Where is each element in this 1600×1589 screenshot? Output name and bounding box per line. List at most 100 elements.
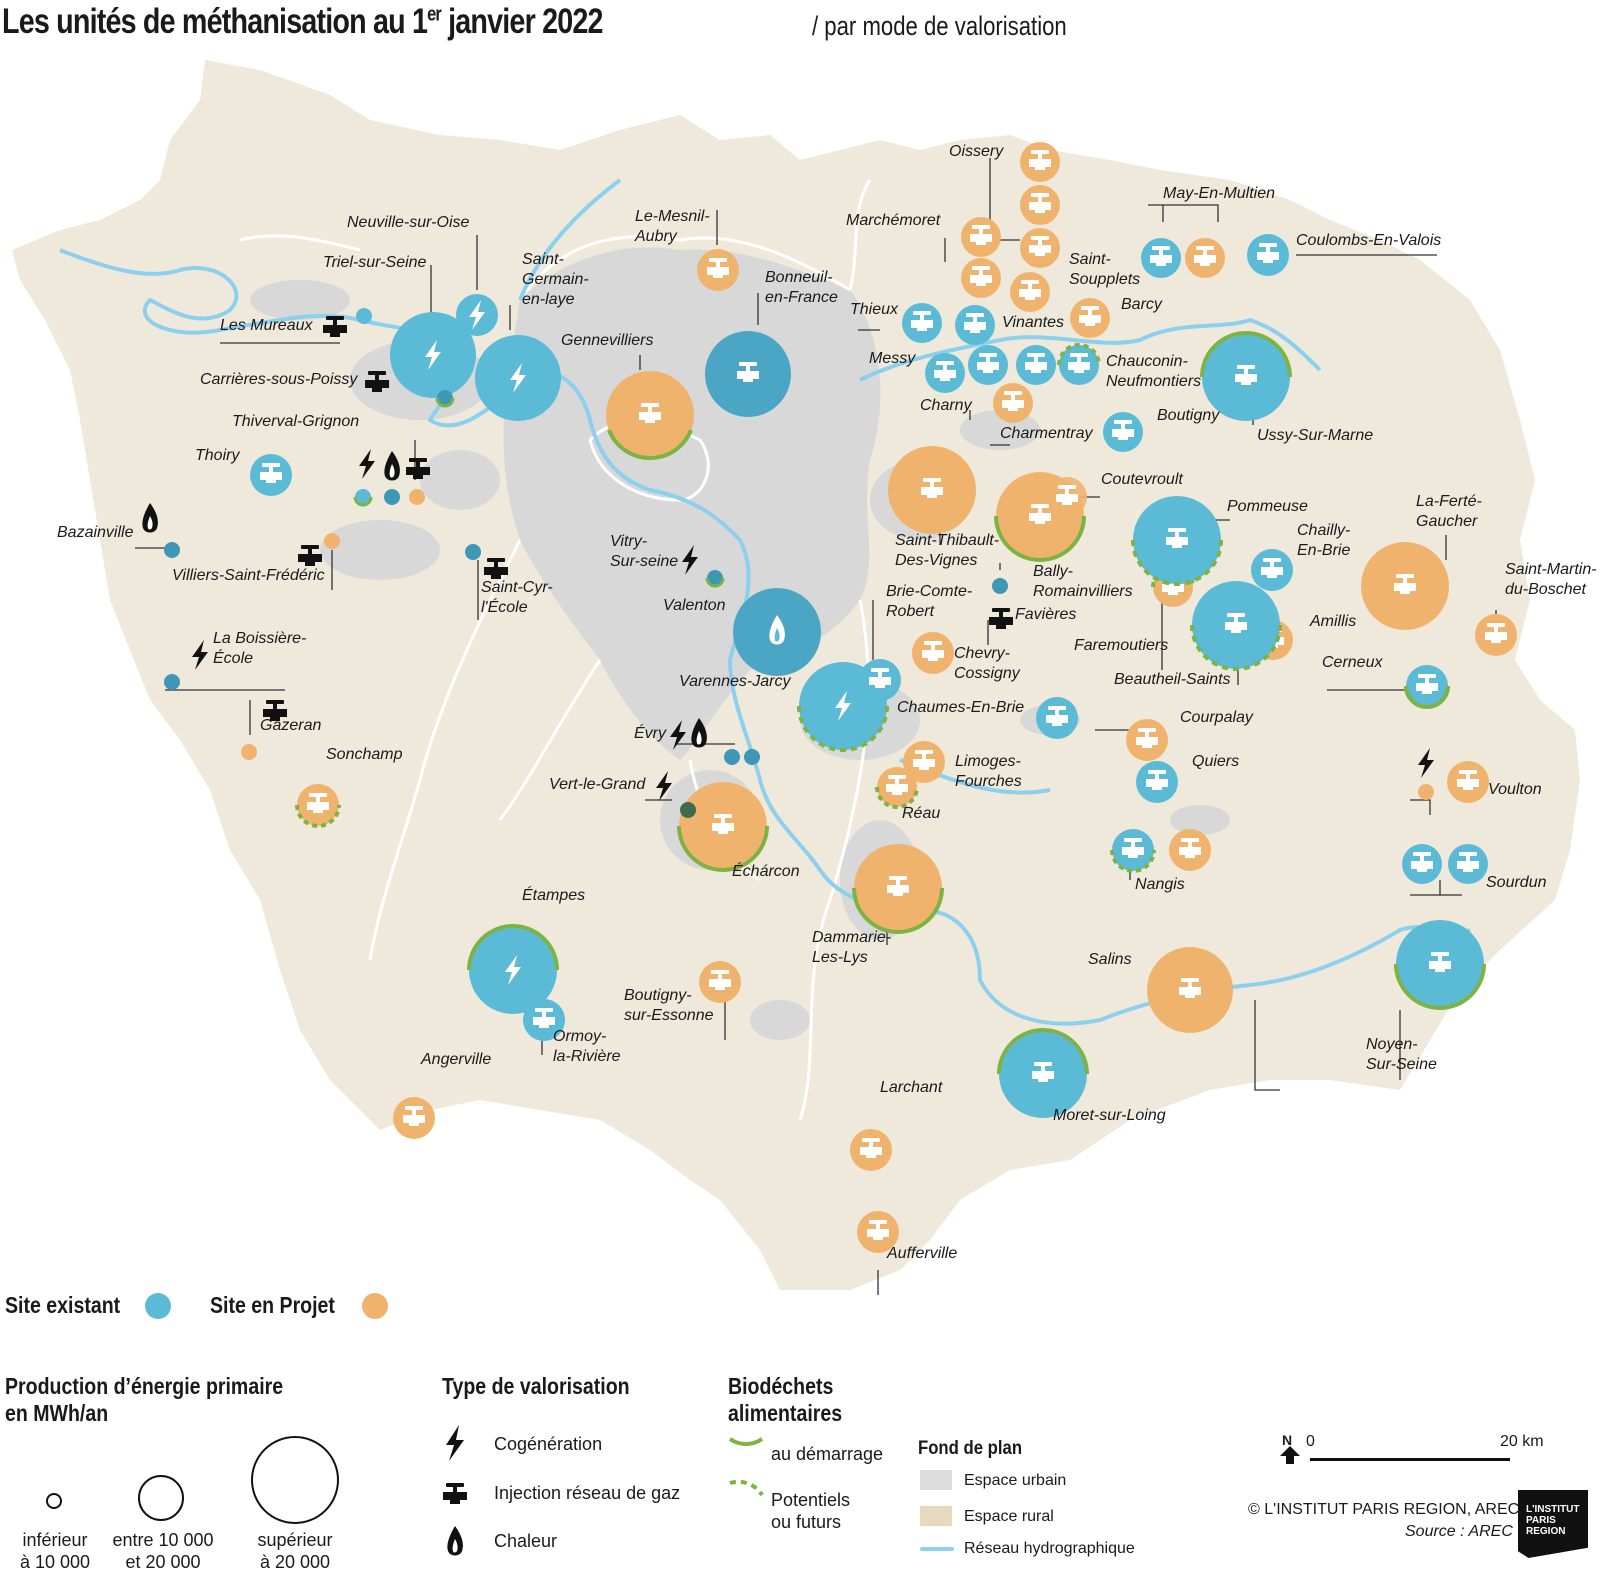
place-label: Salins	[1088, 951, 1132, 968]
place-label: Sonchamp	[326, 746, 403, 763]
size-large-label: supérieur à 20 000	[257, 1530, 333, 1572]
site-chaumes	[1036, 697, 1078, 739]
site-ussy	[1200, 331, 1292, 421]
site-boutigny	[1103, 412, 1143, 452]
map-title: Les unités de méthanisation au 1er janvi…	[2, 2, 1067, 42]
site-noyen	[1394, 920, 1486, 1010]
place-label: Les Mureaux	[220, 317, 313, 334]
basemap-legend: Fond de plan Espace urbain Espace rural …	[918, 1438, 1148, 1568]
title-sup: er	[427, 3, 442, 26]
place-label: Coutevroult	[1101, 471, 1183, 488]
biowaste-start-label: au démarrage	[771, 1444, 884, 1464]
place-label: Thieux	[850, 301, 899, 318]
site-beautheil	[1190, 581, 1282, 671]
place-label: Bonneuil- en-France	[765, 269, 838, 306]
place-label: Vinantes	[1002, 314, 1064, 331]
site-oissery-3	[1020, 228, 1060, 268]
place-label: Moret-sur-Loing	[1053, 1107, 1166, 1124]
site-saint-martin-du-boschet	[1475, 614, 1517, 656]
title-prefix: Les unités de méthanisation au 1	[2, 2, 428, 41]
biowaste-legend: Biodéchets alimentaires au démarrage Pot…	[728, 1373, 898, 1543]
place-label: Saint-Thibault- Des-Vignes	[895, 532, 1000, 569]
site-la-ferte-gaucher	[1361, 542, 1449, 630]
place-label: Saint- Soupplets	[1069, 251, 1141, 288]
site-angerville	[393, 1097, 435, 1139]
site-vinantes	[955, 305, 995, 345]
site-saint-thibault	[888, 446, 976, 534]
logo-line2: PARIS	[1526, 1515, 1556, 1526]
site-aufferville	[857, 1211, 899, 1253]
place-label: Cerneux	[1322, 654, 1383, 671]
type-cogen-label: Cogénération	[494, 1434, 603, 1454]
logo-line3: REGION	[1526, 1526, 1566, 1537]
place-label: Coulombs-En-Valois	[1296, 232, 1442, 249]
site-thieux	[902, 303, 942, 343]
site-saint-soupplets	[1010, 272, 1050, 312]
site-chailly	[1251, 549, 1293, 591]
existing-swatch	[145, 1293, 171, 1319]
place-label: May-En-Multien	[1163, 185, 1276, 202]
site-may-en-multien-2	[1185, 238, 1225, 278]
site-sourdun-2	[1448, 844, 1488, 884]
place-label: Saint- Germain- en-laye	[522, 251, 589, 308]
place-label: Triel-sur-Seine	[323, 254, 427, 271]
biowaste-future-label: Potentiels ou futurs	[771, 1490, 851, 1532]
type-legend: Type de valorisation Cogénération Inject…	[442, 1373, 702, 1573]
north-letter: N	[1282, 1432, 1293, 1448]
rural-swatch	[920, 1506, 952, 1526]
urban-swatch	[920, 1470, 952, 1490]
legend-project-label: Site en Projet	[210, 1292, 335, 1318]
site-courpalay	[1126, 719, 1168, 761]
place-label: Quiers	[1192, 753, 1240, 770]
type-title: Type de valorisation	[442, 1373, 630, 1399]
place-label: Neuville-sur-Oise	[347, 214, 470, 231]
place-label: Gazeran	[260, 717, 322, 734]
site-salins	[1147, 947, 1233, 1033]
site-chevry-cossigny	[912, 632, 954, 674]
size-small-label: inférieur à 10 000	[19, 1530, 91, 1572]
place-label: Nangis	[1135, 876, 1185, 893]
place-label: Saint-Martin- du-Boschet	[1505, 561, 1597, 598]
size-small-circle	[46, 1493, 62, 1509]
place-label: Bazainville	[57, 524, 134, 541]
scale-zero: 0	[1306, 1433, 1315, 1450]
biowaste-future-arc	[729, 1479, 764, 1497]
type-heat-label: Chaleur	[494, 1531, 558, 1551]
site-charny	[968, 345, 1008, 385]
place-label: Noyen- Sur-Seine	[1366, 1036, 1437, 1073]
scale-bar	[1310, 1458, 1510, 1461]
place-label: Ussy-Sur-Marne	[1257, 427, 1374, 444]
site-charmentray	[993, 383, 1033, 423]
site-etampes	[467, 924, 559, 1014]
urban-label: Espace urbain	[964, 1472, 1067, 1489]
institut-logo: L'INSTITUT PARIS REGION	[1518, 1490, 1588, 1558]
place-label: Messy	[869, 350, 916, 367]
site-nangis-2	[1169, 829, 1211, 871]
place-label: Brie-Comte- Robert	[886, 583, 973, 620]
place-label: Évry	[634, 725, 666, 742]
site-voulton	[1447, 761, 1489, 803]
place-label: Sourdun	[1486, 874, 1547, 891]
place-label: Thoiry	[195, 447, 240, 464]
site-may-en-multien	[1141, 238, 1181, 278]
place-label: Charny	[920, 397, 972, 414]
place-label: Le-Mesnil- Aubry	[635, 208, 710, 245]
place-label: Favières	[1015, 606, 1077, 623]
map-credits: N 0 20 km © L'INSTITUT PARIS REGION, ARE…	[1248, 1432, 1600, 1582]
site-nangis	[1110, 829, 1156, 873]
place-label: Courpalay	[1180, 709, 1253, 726]
site-oissery-2	[1020, 185, 1060, 225]
place-label: Étampes	[522, 887, 586, 904]
legend-existing-label: Site existant	[5, 1292, 121, 1318]
place-label: Barcy	[1121, 296, 1162, 313]
place-label: Thiverval-Grignon	[232, 413, 360, 430]
existing-sites	[164, 234, 1488, 1118]
gas-injection-icon	[443, 1483, 467, 1504]
site-valenton	[733, 588, 821, 676]
site-saint-germain	[475, 335, 561, 421]
place-label: Charmentray	[1000, 425, 1093, 442]
place-label: Amillis	[1310, 613, 1357, 630]
place-label: Valenton	[663, 597, 726, 614]
map-subtitle: / par mode de valorisation	[812, 11, 1067, 41]
site-small-dots	[164, 308, 1008, 818]
